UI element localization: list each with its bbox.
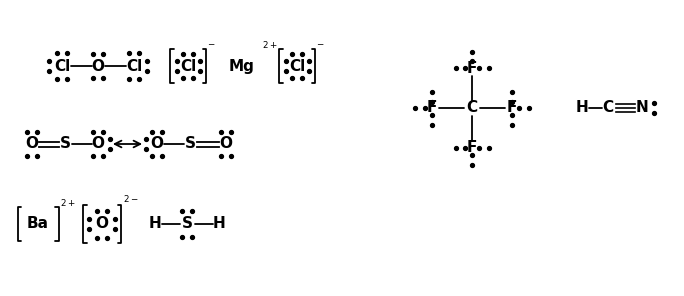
Text: S: S — [181, 216, 192, 231]
Text: C: C — [466, 101, 477, 115]
Text: S: S — [185, 136, 196, 152]
Text: $^{2+}$: $^{2+}$ — [60, 200, 76, 213]
Text: O: O — [96, 216, 109, 231]
Text: Mg: Mg — [229, 59, 255, 73]
Text: $^{2+}$: $^{2+}$ — [262, 41, 278, 54]
Text: Cl: Cl — [54, 59, 70, 73]
Text: F: F — [507, 101, 517, 115]
Text: O: O — [25, 136, 38, 152]
Text: Cl: Cl — [289, 59, 305, 73]
Text: N: N — [635, 101, 648, 115]
Text: H: H — [148, 216, 161, 231]
Text: $^{-}$: $^{-}$ — [316, 41, 324, 54]
Text: Cl: Cl — [180, 59, 196, 73]
Text: $^{2-}$: $^{2-}$ — [123, 195, 139, 208]
Text: C: C — [603, 101, 614, 115]
Text: O: O — [150, 136, 163, 152]
Text: H: H — [213, 216, 225, 231]
Text: Ba: Ba — [27, 216, 49, 231]
Text: O: O — [92, 136, 105, 152]
Text: H: H — [576, 101, 588, 115]
Text: $^{-}$: $^{-}$ — [207, 41, 215, 54]
Text: O: O — [92, 59, 105, 73]
Text: Cl: Cl — [126, 59, 142, 73]
Text: F: F — [466, 60, 477, 75]
Text: F: F — [466, 141, 477, 155]
Text: O: O — [220, 136, 233, 152]
Text: S: S — [60, 136, 70, 152]
Text: F: F — [427, 101, 437, 115]
